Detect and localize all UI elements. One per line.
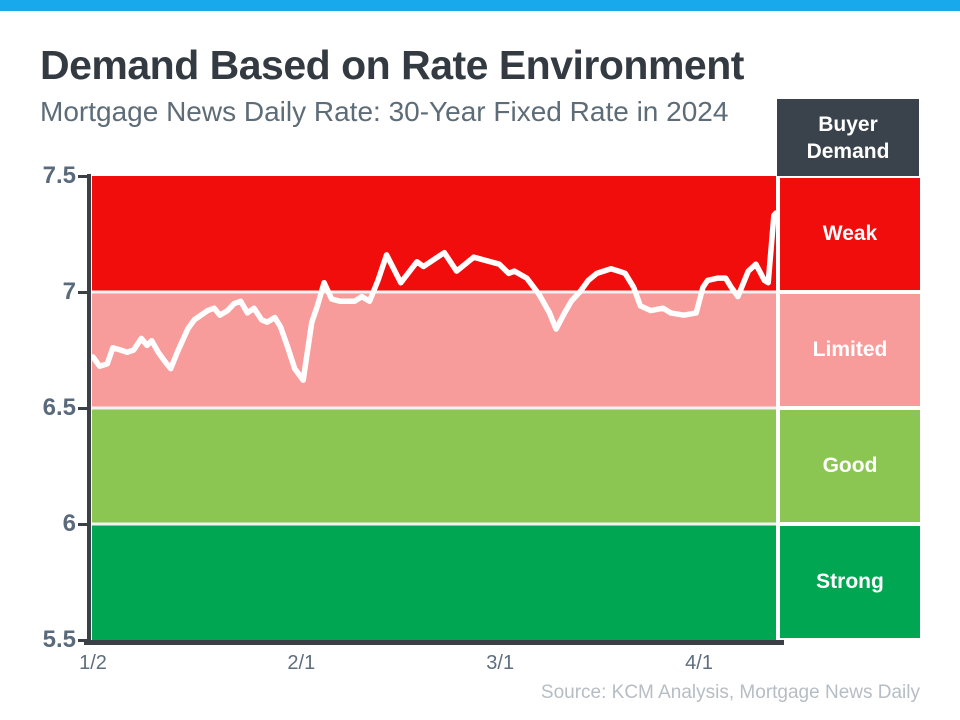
y-axis-tick — [78, 522, 88, 526]
rate-line-series — [92, 210, 776, 383]
demand-band-label: Good — [822, 454, 878, 477]
y-axis-label: 7 — [62, 278, 76, 305]
top-accent-bar — [0, 0, 960, 11]
band-separator — [92, 522, 776, 526]
rate-line-chart — [92, 176, 776, 640]
source-attribution: Source: KCM Analysis, Mortgage News Dail… — [540, 682, 920, 703]
y-axis-tick — [78, 174, 88, 178]
demand-band-good: Good — [780, 410, 920, 522]
plot-band-strong — [92, 524, 776, 640]
plot-band-good — [92, 408, 776, 524]
y-axis-tick — [78, 290, 88, 294]
legend-header: Buyer Demand — [777, 99, 919, 176]
y-axis-label: 5.5 — [42, 626, 76, 653]
y-axis-tick — [78, 638, 88, 642]
demand-band-limited: Limited — [780, 294, 920, 406]
demand-band-label: Strong — [816, 570, 884, 593]
band-separator — [92, 406, 776, 410]
chart-subtitle: Mortgage News Daily Rate: 30-Year Fixed … — [40, 96, 729, 127]
band-separator — [92, 290, 776, 294]
plot-band-weak — [92, 176, 776, 292]
y-axis-label: 6.5 — [42, 394, 76, 421]
legend-header-line2: Demand — [806, 139, 890, 163]
x-axis-label: 3/1 — [486, 652, 515, 674]
y-axis-label: 6 — [62, 510, 76, 537]
demand-band-label: Limited — [812, 338, 888, 361]
demand-band-strong: Strong — [780, 526, 920, 638]
x-axis-label: 2/1 — [287, 652, 316, 674]
y-axis-line — [87, 174, 91, 643]
plot-band-limited — [92, 292, 776, 408]
demand-band-weak: Weak — [780, 178, 920, 290]
x-axis-label: 1/2 — [79, 652, 107, 674]
y-axis-label: 7.5 — [42, 162, 76, 189]
y-axis-tick — [78, 406, 88, 410]
legend-header-line1: Buyer — [818, 112, 878, 136]
demand-band-label: Weak — [822, 222, 878, 245]
page-title: Demand Based on Rate Environment — [40, 42, 744, 88]
x-axis-label: 4/1 — [685, 652, 713, 674]
x-axis-line — [84, 640, 784, 645]
